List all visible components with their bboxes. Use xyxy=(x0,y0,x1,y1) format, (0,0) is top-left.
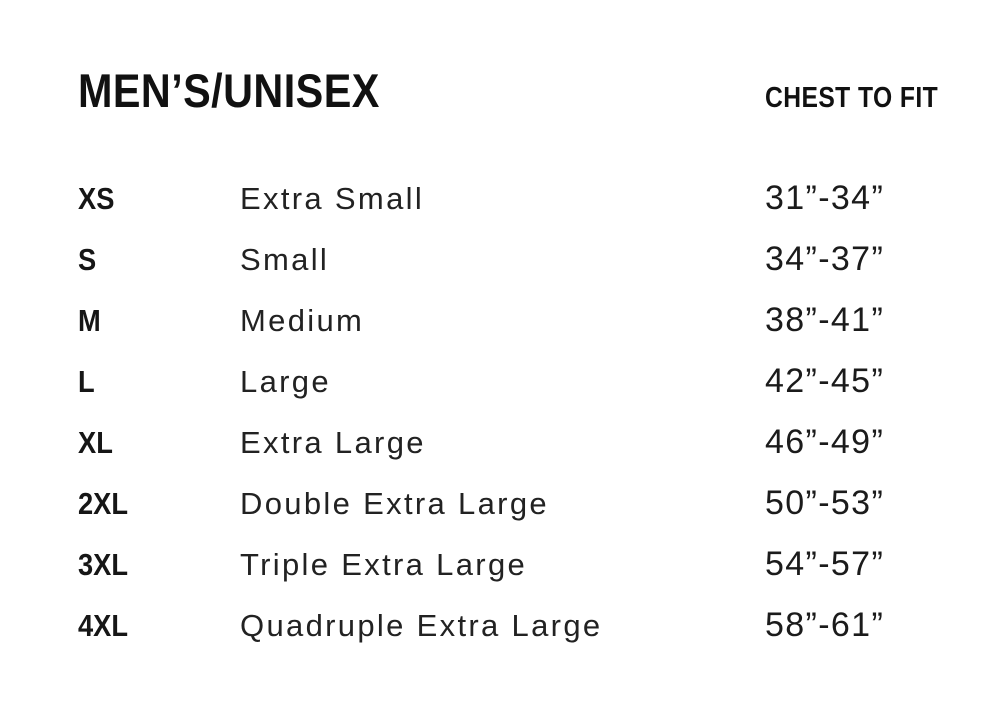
table-row: XS Extra Small 31”-34” xyxy=(78,168,940,229)
table-row: XL Extra Large 46”-49” xyxy=(78,412,940,473)
size-name: Extra Small xyxy=(240,180,425,216)
size-code: XS xyxy=(78,180,115,216)
chest-range: 58”-61” xyxy=(765,606,885,644)
chest-range: 50”-53” xyxy=(765,484,885,522)
table-row: S Small 34”-37” xyxy=(78,229,940,290)
size-chart: MEN’S/UNISEX CHEST TO FIT XS Extra Small… xyxy=(78,64,940,656)
chest-range: 31”-34” xyxy=(765,179,885,217)
size-code: L xyxy=(78,363,95,399)
size-code: 3XL xyxy=(78,546,129,582)
size-code: 2XL xyxy=(78,485,129,521)
table-row: 2XL Double Extra Large 50”-53” xyxy=(78,473,940,534)
chest-range: 54”-57” xyxy=(765,545,885,583)
chest-range: 34”-37” xyxy=(765,240,885,278)
size-name: Extra Large xyxy=(240,424,426,460)
chest-range: 42”-45” xyxy=(765,362,885,400)
size-name: Double Extra Large xyxy=(240,485,549,521)
table-row: 3XL Triple Extra Large 54”-57” xyxy=(78,534,940,595)
size-name: Small xyxy=(240,241,330,277)
size-chart-header: MEN’S/UNISEX CHEST TO FIT xyxy=(78,64,940,118)
table-row: L Large 42”-45” xyxy=(78,351,940,412)
table-row: M Medium 38”-41” xyxy=(78,290,940,351)
size-name: Medium xyxy=(240,302,365,338)
chart-title: MEN’S/UNISEX xyxy=(78,64,380,117)
size-rows: XS Extra Small 31”-34” S Small 34”-37” M… xyxy=(78,168,940,656)
size-code: 4XL xyxy=(78,607,129,643)
chest-range: 38”-41” xyxy=(765,301,885,339)
size-code: XL xyxy=(78,424,113,460)
size-code: M xyxy=(78,302,101,338)
chest-range: 46”-49” xyxy=(765,423,885,461)
size-name: Triple Extra Large xyxy=(240,546,528,582)
size-name: Large xyxy=(240,363,331,399)
table-row: 4XL Quadruple Extra Large 58”-61” xyxy=(78,595,940,656)
chest-to-fit-column-header: CHEST TO FIT xyxy=(765,82,939,114)
size-name: Quadruple Extra Large xyxy=(240,607,603,643)
size-code: S xyxy=(78,241,97,277)
